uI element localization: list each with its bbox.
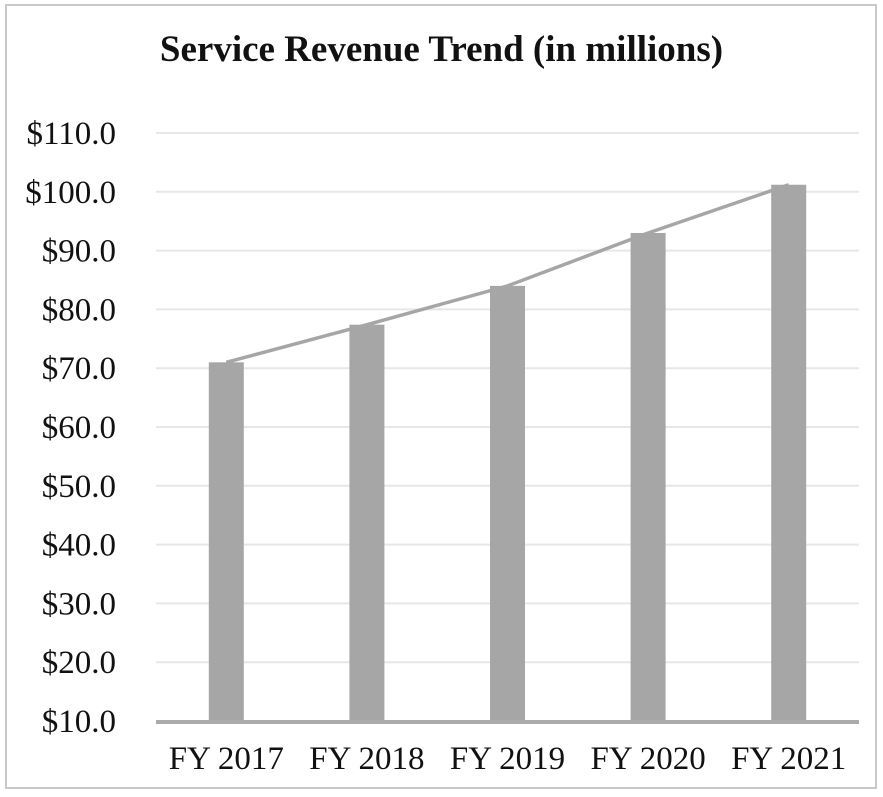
- bar-fy-2017: [208, 362, 244, 724]
- x-axis-tick-label: FY 2018: [309, 741, 424, 777]
- y-axis-tick-label: $90.0: [42, 234, 116, 270]
- y-axis-tick-label: $100.0: [25, 175, 116, 211]
- y-axis-tick-label: $30.0: [42, 586, 116, 622]
- x-axis-tick-label: FY 2017: [169, 741, 284, 777]
- chart-title: Service Revenue Trend (in millions): [159, 29, 724, 70]
- y-axis-tick-label: $60.0: [42, 410, 116, 446]
- x-axis-tick-label: FY 2021: [731, 741, 846, 777]
- y-axis-tick-label: $80.0: [42, 292, 116, 328]
- bar-fy-2019: [490, 285, 525, 724]
- y-axis-tick-label: $70.0: [42, 351, 116, 387]
- bar-fy-2020: [630, 232, 666, 724]
- x-axis-tick-label: FY 2019: [450, 741, 565, 777]
- y-axis-tick-label: $40.0: [42, 528, 116, 564]
- bar-fy-2021: [771, 184, 807, 724]
- y-axis-tick-label: $50.0: [42, 469, 116, 505]
- y-axis-tick-label: $10.0: [42, 704, 116, 740]
- y-axis-tick-label: $110.0: [26, 116, 116, 152]
- bar-fy-2018: [349, 324, 385, 724]
- x-axis-tick-label: FY 2020: [590, 741, 705, 777]
- y-axis-tick-label: $20.0: [42, 645, 116, 681]
